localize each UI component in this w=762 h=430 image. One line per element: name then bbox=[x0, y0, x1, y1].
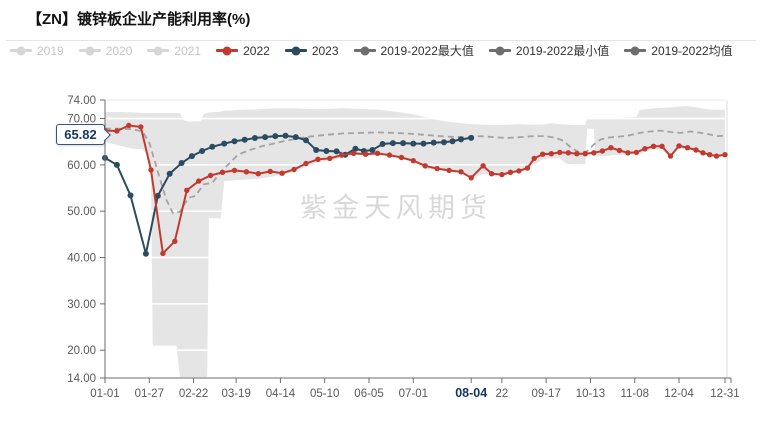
legend-label: 2022 bbox=[243, 43, 270, 58]
x-tick-label: 12-04 bbox=[664, 388, 694, 400]
legend-item-2021[interactable]: 2021 bbox=[147, 44, 201, 58]
legend-item-2019-2022最大值[interactable]: 2019-2022最大值 bbox=[353, 42, 474, 59]
legend-item-2020[interactable]: 2020 bbox=[78, 43, 133, 58]
legend-marker-icon bbox=[10, 46, 32, 55]
legend-item-2019[interactable]: 2019 bbox=[10, 44, 64, 58]
gridlines-over bbox=[105, 117, 725, 352]
axes bbox=[100, 99, 732, 383]
y-tick-label: 40.00 bbox=[67, 253, 96, 265]
legend-item-2019-2022均值[interactable]: 2019-2022均值 bbox=[624, 42, 733, 59]
y-tick-label: 60.00 bbox=[67, 160, 96, 172]
legend-dot-icon bbox=[85, 46, 95, 55]
legend-marker-icon bbox=[284, 46, 307, 55]
last-value-badge: 65.82 bbox=[56, 124, 111, 145]
legend-dot-icon bbox=[291, 46, 301, 55]
legend-marker-icon bbox=[216, 46, 239, 55]
legend-item-2019-2022最小值[interactable]: 2019-2022最小值 bbox=[488, 42, 610, 59]
x-tick-label: 05-10 bbox=[310, 388, 339, 400]
series-mean-line[interactable] bbox=[105, 127, 726, 215]
x-tick-label: 07-01 bbox=[399, 388, 428, 400]
legend-dot-icon bbox=[495, 46, 505, 55]
legend-label: 2020 bbox=[105, 43, 133, 58]
x-tick-label: 03-19 bbox=[221, 388, 250, 400]
y-axis-labels: 74.00 70.00 60.00 50.00 40.00 30.00 20.00 14.00 bbox=[67, 95, 96, 385]
series-2022-line[interactable] bbox=[102, 122, 728, 257]
legend-label: 2019-2022均值 bbox=[651, 44, 733, 58]
series-2023-line[interactable] bbox=[102, 132, 475, 257]
legend-marker-icon bbox=[353, 46, 376, 55]
legend-dot-icon bbox=[222, 46, 232, 55]
y-tick-label: 70.00 bbox=[67, 114, 96, 126]
x-tick-label: 09-17 bbox=[531, 388, 560, 400]
legend-label: 2021 bbox=[174, 43, 202, 58]
y-tick-label: 30.00 bbox=[67, 299, 96, 311]
y-tick-label: 50.00 bbox=[67, 206, 96, 218]
x-tick-label: 01-27 bbox=[135, 388, 164, 400]
x-tick-label: 10-13 bbox=[576, 388, 605, 400]
legend-dot-icon bbox=[630, 46, 640, 55]
x-tick-label-emphasis: 08-04 bbox=[455, 386, 487, 400]
x-axis-labels: 01-01 01-27 02-22 03-19 04-14 05-10 06-05 07-01… bbox=[90, 386, 739, 400]
title-separator bbox=[6, 40, 756, 41]
y-tick-label: 20.00 bbox=[67, 345, 96, 357]
legend-item-2023[interactable]: 2023 bbox=[284, 43, 339, 58]
legend-dot-icon bbox=[153, 46, 163, 55]
legend-marker-icon bbox=[488, 46, 511, 55]
x-tick-label: 02-22 bbox=[179, 388, 208, 400]
legend-item-2022[interactable]: 2022 bbox=[216, 44, 270, 58]
x-tick-label: 01-01 bbox=[90, 388, 119, 400]
legend-label: 2023 bbox=[311, 43, 339, 58]
legend-label: 2019-2022最大值 bbox=[380, 44, 474, 58]
y-tick-label: 14.00 bbox=[67, 373, 96, 385]
x-tick-label: 11-08 bbox=[620, 388, 649, 400]
series-band-minmax[interactable] bbox=[105, 106, 725, 378]
legend-label: 2019 bbox=[37, 43, 64, 58]
legend-marker-icon bbox=[78, 46, 101, 55]
x-tick-label: 06-05 bbox=[354, 388, 383, 400]
legend: 2019 2020 2021 2022 2023 2019-2022最大值 2019-202… bbox=[10, 42, 758, 59]
legend-label: 2019-2022最小值 bbox=[515, 44, 610, 58]
last-value-text: 65.82 bbox=[64, 127, 97, 142]
page-title: 【ZN】镀锌板企业产能利用率(%) bbox=[27, 11, 251, 28]
x-tick-label: 22 bbox=[495, 388, 508, 400]
x-tick-label: 12-31 bbox=[710, 388, 739, 400]
y-tick-label: 74.00 bbox=[67, 95, 96, 107]
legend-marker-icon bbox=[147, 46, 170, 55]
legend-dot-icon bbox=[16, 46, 26, 55]
x-tick-label: 04-14 bbox=[266, 388, 296, 400]
legend-marker-icon bbox=[624, 46, 647, 55]
legend-dot-icon bbox=[360, 46, 370, 55]
